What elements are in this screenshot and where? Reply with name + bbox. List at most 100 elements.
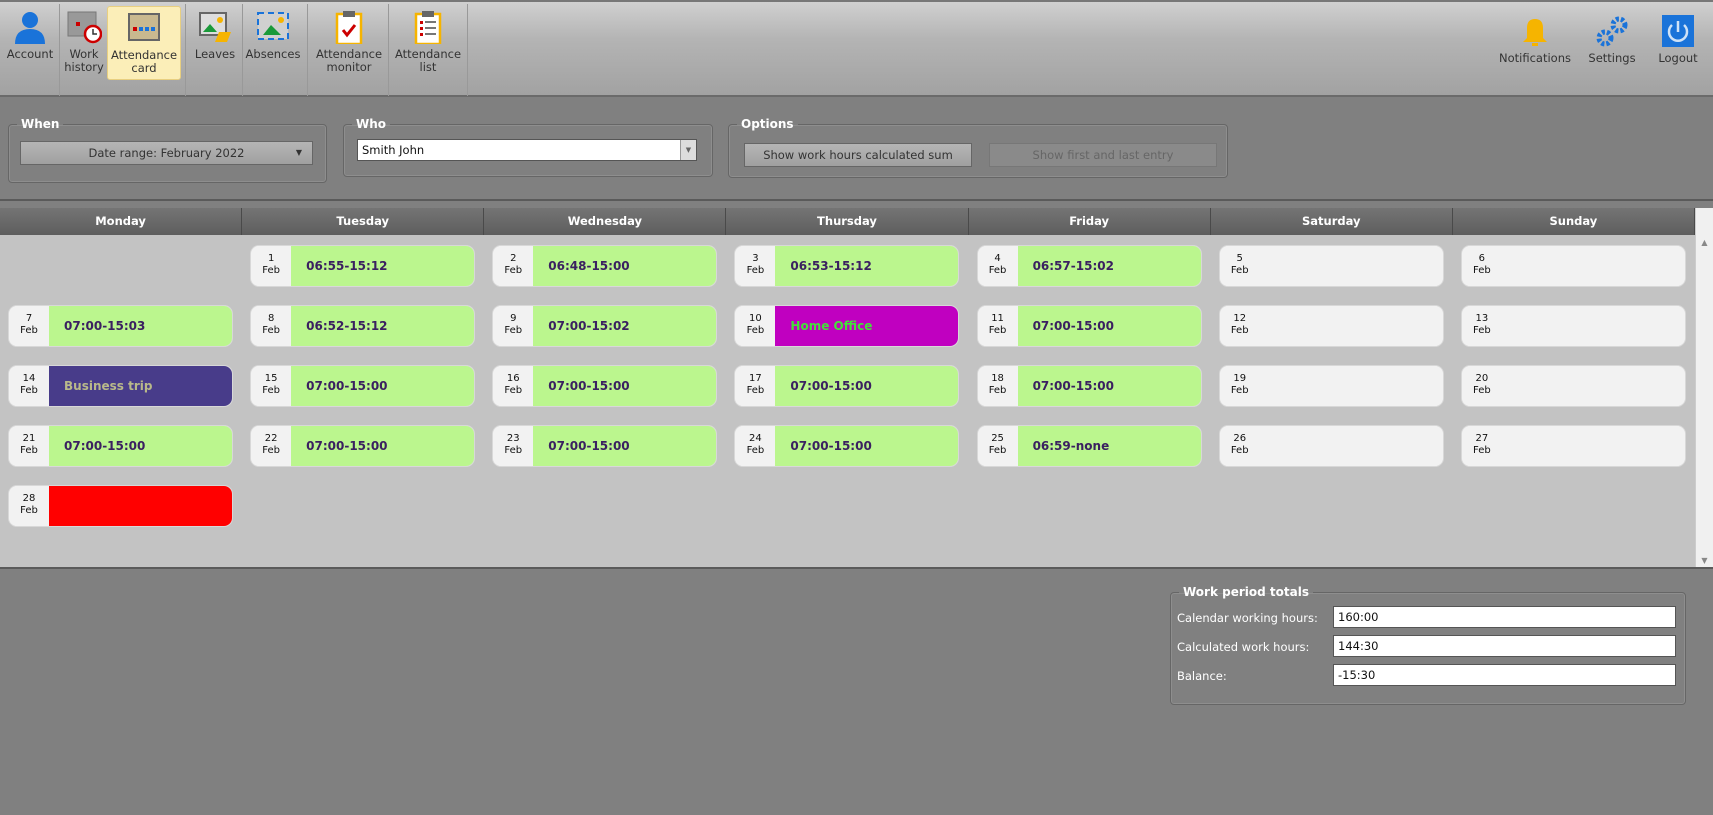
day-cell[interactable]: 23 Feb 07:00-15:00: [493, 426, 717, 466]
day-date: 20 Feb: [1461, 366, 1502, 406]
day-month: Feb: [20, 505, 38, 516]
scroll-down-arrow[interactable]: ▼: [1701, 556, 1708, 565]
day-date: 12 Feb: [1219, 306, 1260, 346]
day-date: 18 Feb: [977, 366, 1018, 406]
day-number: 17: [749, 373, 762, 384]
day-number: 20: [1475, 373, 1489, 384]
calendar-hours-label: Calendar working hours:: [1177, 611, 1318, 625]
day-entry: [1259, 246, 1443, 286]
day-cell[interactable]: 21 Feb 07:00-15:00: [9, 426, 232, 466]
toolbar-absences[interactable]: Absences: [245, 6, 301, 80]
day-cell[interactable]: 1 Feb 06:55-15:12: [251, 246, 475, 286]
day-month: Feb: [504, 385, 523, 396]
toolbar-leaves[interactable]: Leaves: [190, 6, 240, 80]
day-date: 26 Feb: [1219, 426, 1260, 466]
day-cell[interactable]: 22 Feb 07:00-15:00: [251, 426, 475, 466]
toolbar-notifications[interactable]: Notifications: [1496, 10, 1574, 84]
day-entry: 07:00-15:00: [775, 366, 959, 406]
day-entry: 06:52-15:12: [291, 306, 475, 346]
day-cell[interactable]: 12 Feb: [1219, 306, 1443, 346]
day-cell[interactable]: 10 Feb Home Office: [735, 306, 959, 346]
day-header-tuesday: Tuesday: [242, 208, 485, 235]
day-cell[interactable]: 17 Feb 07:00-15:00: [735, 366, 959, 406]
day-cell[interactable]: 9 Feb 07:00-15:02: [493, 306, 717, 346]
day-entry: 07:00-15:02: [533, 306, 717, 346]
day-cell[interactable]: 11 Feb 07:00-15:00: [977, 306, 1201, 346]
day-month: Feb: [746, 325, 765, 336]
day-entry: [49, 486, 232, 526]
day-cell[interactable]: 8 Feb 06:52-15:12: [251, 306, 475, 346]
day-cell[interactable]: 4 Feb 06:57-15:02: [977, 246, 1201, 286]
day-date: 23 Feb: [493, 426, 534, 466]
employee-select[interactable]: Smith John ▼: [357, 139, 697, 161]
options-legend: Options: [741, 117, 794, 131]
day-number: 22: [264, 433, 278, 444]
day-cell[interactable]: 13 Feb: [1461, 306, 1685, 346]
logout-button[interactable]: Logout: [1650, 10, 1706, 84]
day-date: 11 Feb: [977, 306, 1018, 346]
day-date: 10 Feb: [735, 306, 776, 346]
clipboard-check-icon: [335, 11, 363, 44]
day-month: Feb: [20, 325, 38, 336]
show-calculated-sum-button[interactable]: Show work hours calculated sum: [744, 143, 972, 167]
options-group: Options Show work hours calculated sum S…: [728, 117, 1228, 178]
day-month: Feb: [1472, 325, 1491, 336]
day-cell[interactable]: 5 Feb: [1219, 246, 1443, 286]
day-cell[interactable]: 27 Feb: [1461, 426, 1685, 466]
day-entry: 07:00-15:00: [291, 426, 475, 466]
balance-field: -15:30: [1333, 664, 1676, 686]
show-first-last-entry-button[interactable]: Show first and last entry: [989, 143, 1217, 167]
day-header-monday: Monday: [0, 208, 243, 235]
calendar-hours-field: 160:00: [1333, 606, 1676, 628]
calendar-clock-icon: [67, 11, 102, 44]
day-date: 13 Feb: [1461, 306, 1502, 346]
day-cell[interactable]: 16 Feb 07:00-15:00: [493, 366, 717, 406]
chevron-down-icon[interactable]: ▼: [680, 140, 696, 160]
toolbar-attendance-monitor[interactable]: Attendance monitor: [312, 6, 386, 80]
who-legend: Who: [356, 117, 387, 131]
toolbar-attendance-list[interactable]: Attendance list: [391, 6, 465, 80]
day-cell[interactable]: 28 Feb: [9, 486, 232, 526]
toolbar-attendance-card[interactable]: Attendance card: [107, 6, 181, 80]
day-header-saturday: Saturday: [1211, 208, 1453, 235]
day-month: Feb: [746, 445, 765, 456]
day-cell[interactable]: 7 Feb 07:00-15:03: [9, 306, 232, 346]
day-number: 15: [264, 373, 278, 384]
day-cell[interactable]: 25 Feb 06:59-none: [977, 426, 1201, 466]
day-month: Feb: [988, 385, 1007, 396]
day-month: Feb: [746, 265, 765, 276]
day-cell[interactable]: 24 Feb 07:00-15:00: [735, 426, 959, 466]
day-date: 5 Feb: [1219, 246, 1260, 286]
day-month: Feb: [504, 445, 523, 456]
day-cell[interactable]: 18 Feb 07:00-15:00: [977, 366, 1201, 406]
day-date: 4 Feb: [977, 246, 1018, 286]
gears-icon: [1596, 16, 1628, 47]
day-cell[interactable]: 6 Feb: [1461, 246, 1685, 286]
day-cell[interactable]: 15 Feb 07:00-15:00: [251, 366, 475, 406]
day-cell[interactable]: 3 Feb 06:53-15:12: [735, 246, 959, 286]
calendar-scrollbar[interactable]: ▲ ▼: [1695, 208, 1713, 567]
day-number: 5: [1236, 253, 1243, 264]
day-month: Feb: [988, 325, 1007, 336]
toolbar-settings[interactable]: Settings: [1584, 10, 1640, 84]
day-cell[interactable]: 26 Feb: [1219, 426, 1443, 466]
calendar-grid-icon: [128, 13, 160, 41]
day-entry: 07:00-15:00: [533, 426, 717, 466]
day-entry: 07:00-15:03: [49, 306, 232, 346]
absence-image-icon: [257, 12, 289, 40]
day-cell[interactable]: 20 Feb: [1461, 366, 1685, 406]
day-month: Feb: [262, 325, 280, 336]
toolbar-account[interactable]: Account: [4, 6, 56, 80]
day-month: Feb: [1230, 265, 1249, 276]
scroll-up-arrow[interactable]: ▲: [1701, 238, 1708, 247]
day-cell[interactable]: 14 Feb Business trip: [9, 366, 232, 406]
toolbar-work-history[interactable]: Work history: [62, 6, 106, 80]
day-cell[interactable]: 2 Feb 06:48-15:00: [493, 246, 717, 286]
day-month: Feb: [1230, 385, 1249, 396]
day-month: Feb: [20, 445, 38, 456]
splitter[interactable]: [0, 567, 1713, 569]
day-number: 25: [991, 433, 1004, 444]
date-range-dropdown[interactable]: Date range: February 2022 ▼: [20, 141, 313, 165]
day-cell[interactable]: 19 Feb: [1219, 366, 1443, 406]
day-number: 10: [749, 313, 762, 324]
